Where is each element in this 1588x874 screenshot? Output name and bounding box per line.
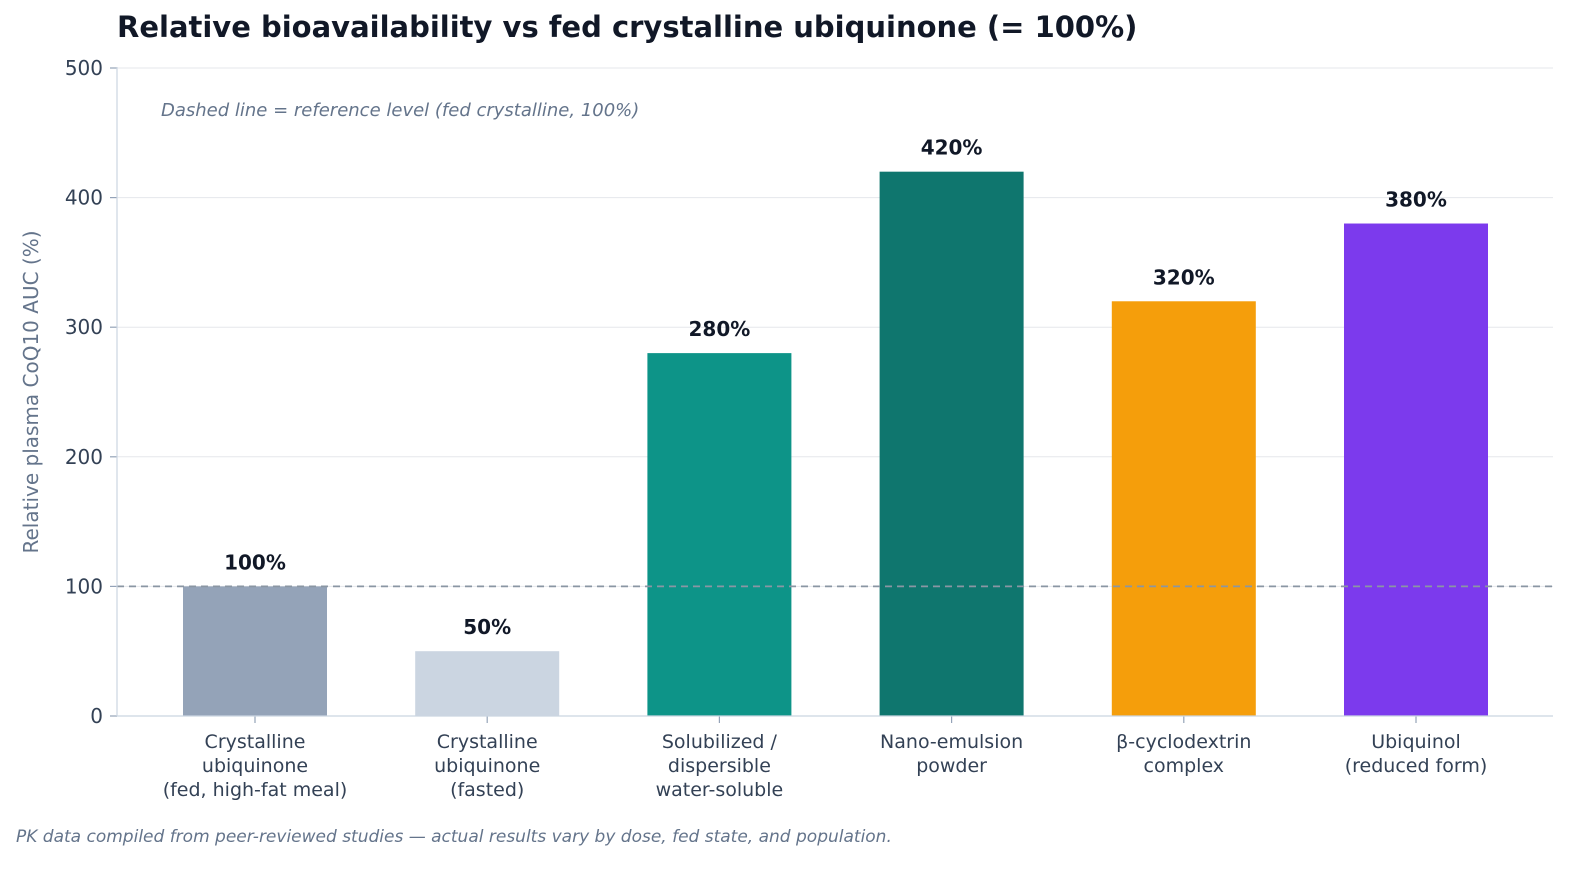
data-label: 420% (921, 136, 983, 160)
data-labels: 100% 50% 280% 420% 320% 380% (224, 136, 1447, 640)
x-tick-label: Nano-emulsion powder (880, 731, 1023, 777)
data-label: 100% (224, 550, 286, 574)
bars (183, 171, 1488, 716)
data-label: 320% (1153, 265, 1215, 289)
data-label: 50% (463, 615, 511, 639)
x-tick-label: Solubilized / dispersible water-soluble (656, 731, 784, 801)
x-tick-label: Crystalline ubiquinone (fed, high-fat meal… (163, 731, 348, 801)
x-tick-label-line: (fed, high-fat meal) (163, 779, 348, 801)
x-tick-label-line: Crystalline (437, 731, 538, 753)
x-tick-label-line: Crystalline (205, 731, 306, 753)
bar (183, 586, 327, 716)
x-tick-label-line: Solubilized / (662, 731, 778, 753)
bar (647, 353, 792, 716)
x-tick-label-line: powder (916, 755, 987, 777)
x-tick-label: Crystalline ubiquinone (fasted) (434, 731, 540, 801)
y-axis-title: Relative plasma CoQ10 AUC (%) (19, 230, 43, 553)
y-tick-label: 100 (65, 574, 103, 598)
x-tick-label: Ubiquinol (reduced form) (1345, 731, 1488, 777)
data-label: 380% (1385, 188, 1447, 212)
y-tick-label: 200 (65, 445, 103, 469)
x-tick-label-line: water-soluble (656, 779, 784, 801)
x-tick-label-line: Nano-emulsion (880, 731, 1023, 753)
x-tick-label: β-cyclodextrin complex (1116, 731, 1251, 777)
x-tick-label-line: β-cyclodextrin (1116, 731, 1251, 753)
y-tick-label: 400 (65, 186, 103, 210)
x-tick-label-line: (fasted) (450, 779, 524, 801)
x-tick-label-line: dispersible (668, 755, 771, 777)
x-tick-label-line: ubiquinone (202, 755, 308, 777)
x-tick-label-line: Ubiquinol (1371, 731, 1461, 753)
footnote: PK data compiled from peer-reviewed stud… (16, 827, 892, 847)
x-tick-label-line: complex (1144, 755, 1225, 777)
y-tick-label: 500 (65, 56, 103, 80)
x-tick-label-line: (reduced form) (1345, 755, 1488, 777)
bar (415, 651, 560, 716)
chart-annotation: Dashed line = reference level (fed cryst… (161, 100, 639, 121)
grid (117, 67, 1553, 587)
bar (879, 171, 1024, 716)
y-tick-label: 0 (90, 704, 103, 728)
bar (1111, 301, 1256, 716)
bar (1344, 223, 1488, 716)
y-tick-label: 300 (65, 315, 103, 339)
data-label: 280% (689, 317, 751, 341)
x-tick-label-line: ubiquinone (434, 755, 540, 777)
chart-title: Relative bioavailability vs fed crystall… (117, 10, 1137, 44)
